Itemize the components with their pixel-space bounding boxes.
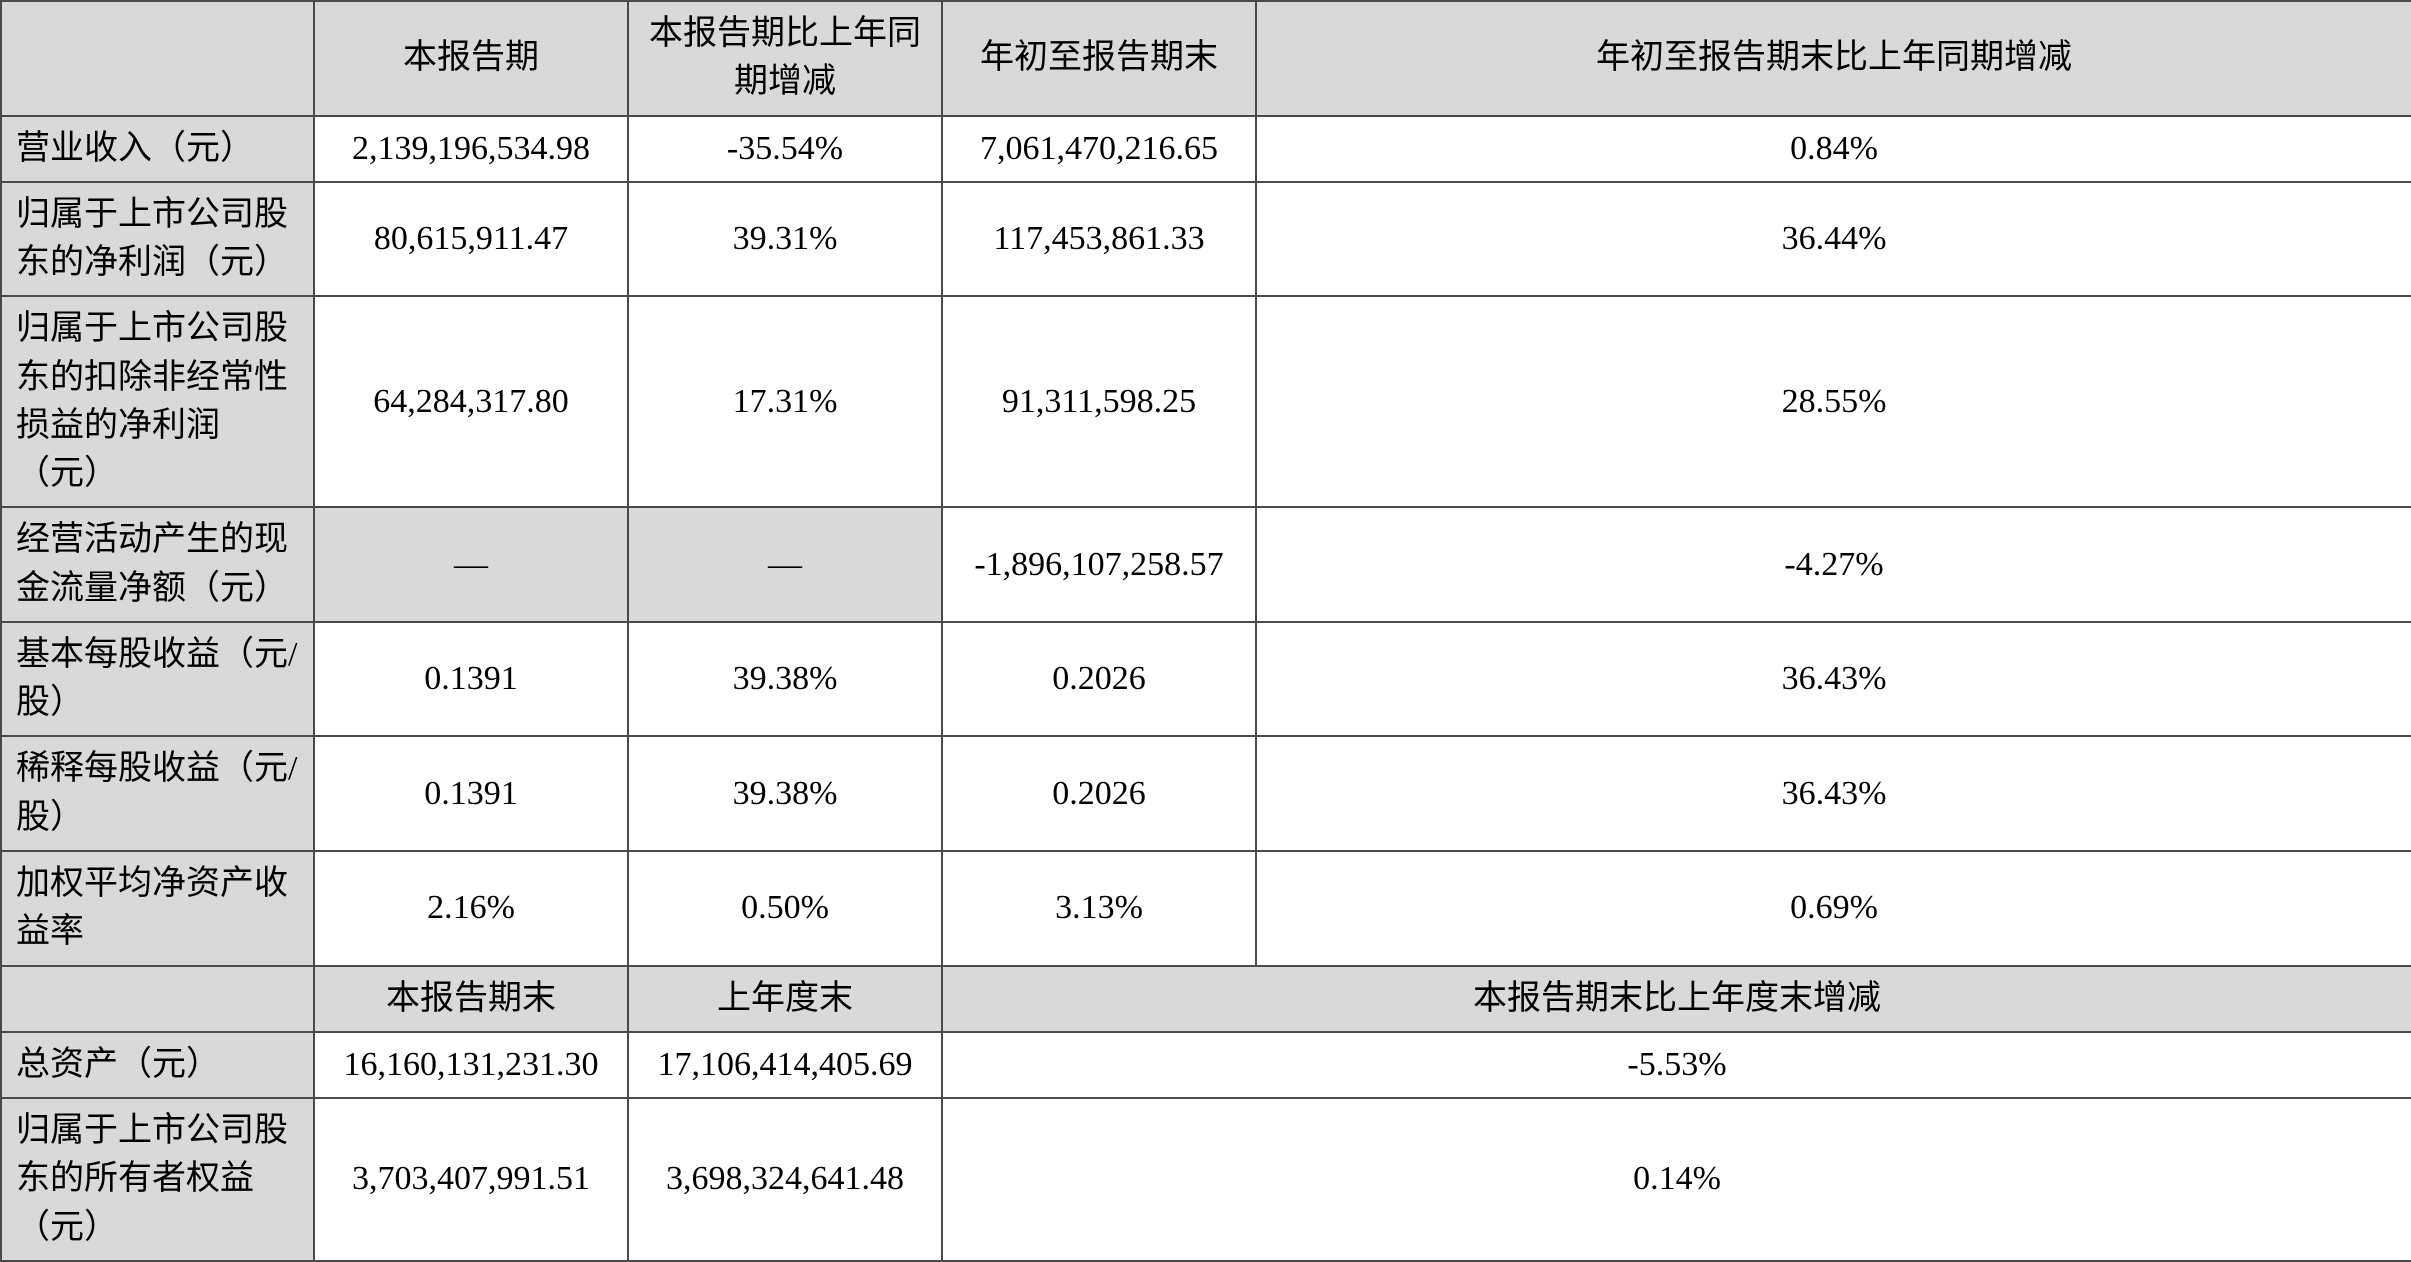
cell-weighted-roe-current-yoy: 0.50%	[627, 849, 943, 967]
table-row: 加权平均净资产收益率 2.16% 0.50% 3.13% 0.69%	[0, 849, 2411, 967]
table-row: 总资产（元） 16,160,131,231.30 17,106,414,405.…	[0, 1030, 2411, 1100]
header-col-current-period-yoy-label: 本报告期比上年同期增减	[649, 15, 921, 101]
header-col-period-end: 本报告期末	[313, 964, 629, 1033]
cell-equity-period-end: 3,703,407,991.51	[313, 1097, 629, 1262]
cell-weighted-roe-ytd-yoy: 0.69%	[1255, 849, 2411, 967]
header-col-prior-year-end-label: 上年度末	[717, 979, 853, 1017]
cell-operating-cash-flow-ytd: -1,896,107,258.57	[941, 506, 1257, 623]
row-label-operating-cash-flow: 经营活动产生的现金流量净额（元）	[0, 506, 315, 623]
cell-operating-cash-flow-ytd-yoy: -4.27%	[1255, 506, 2411, 623]
cell-basic-eps-ytd-yoy: 36.43%	[1255, 620, 2411, 738]
cell-diluted-eps-current-yoy: 39.38%	[627, 735, 943, 852]
cell-total-assets-period-end: 16,160,131,231.30	[313, 1030, 629, 1100]
header-col-ytd: 年初至报告期末	[941, 0, 1257, 117]
table-row: 归属于上市公司股东的扣除非经常性损益的净利润（元） 64,284,317.80 …	[0, 295, 2411, 509]
cell-net-profit-excl-current: 64,284,317.80	[313, 295, 629, 509]
table-header-row-period: 本报告期 本报告期比上年同期增减 年初至报告期末 年初至报告期末比上年同期增减	[0, 0, 2411, 117]
cell-net-profit-excl-ytd: 91,311,598.25	[941, 295, 1257, 509]
cell-basic-eps-current: 0.1391	[313, 620, 629, 738]
cell-total-assets-prior-year-end: 17,106,414,405.69	[627, 1030, 943, 1100]
cell-diluted-eps-current: 0.1391	[313, 735, 629, 852]
row-label-net-profit-excl-nonrecurring: 归属于上市公司股东的扣除非经常性损益的净利润（元）	[0, 295, 315, 509]
table-row: 基本每股收益（元/股） 0.1391 39.38% 0.2026 36.43%	[0, 620, 2411, 738]
row-label-diluted-eps: 稀释每股收益（元/股）	[0, 735, 315, 852]
table-row: 稀释每股收益（元/股） 0.1391 39.38% 0.2026 36.43%	[0, 735, 2411, 852]
header-col-ytd-label: 年初至报告期末	[980, 39, 1218, 77]
row-label-net-profit: 归属于上市公司股东的净利润（元）	[0, 180, 315, 298]
header-col-prior-year-end: 上年度末	[627, 964, 943, 1033]
cell-basic-eps-current-yoy: 39.38%	[627, 620, 943, 738]
header-col-current-period-yoy: 本报告期比上年同期增减	[627, 0, 943, 117]
header-col-period-end-label: 本报告期末	[386, 979, 556, 1017]
table-row: 归属于上市公司股东的所有者权益（元） 3,703,407,991.51 3,69…	[0, 1097, 2411, 1262]
row-label-weighted-roe: 加权平均净资产收益率	[0, 849, 315, 967]
cell-net-profit-ytd: 117,453,861.33	[941, 180, 1257, 298]
cell-total-assets-change: -5.53%	[941, 1030, 2411, 1100]
row-label-revenue: 营业收入（元）	[0, 114, 315, 183]
cell-revenue-ytd: 7,061,470,216.65	[941, 114, 1257, 183]
cell-operating-cash-flow-current: —	[313, 506, 629, 623]
cell-basic-eps-ytd: 0.2026	[941, 620, 1257, 738]
header-corner-cell-2	[0, 964, 315, 1033]
cell-revenue-ytd-yoy: 0.84%	[1255, 114, 2411, 183]
row-label-equity-attributable: 归属于上市公司股东的所有者权益（元）	[0, 1097, 315, 1262]
header-col-period-end-change: 本报告期末比上年度末增减	[941, 964, 2411, 1033]
table-header-row-balance: 本报告期末 上年度末 本报告期末比上年度末增减	[0, 964, 2411, 1033]
cell-revenue-current-yoy: -35.54%	[627, 114, 943, 183]
header-col-ytd-yoy-label: 年初至报告期末比上年同期增减	[1596, 39, 2072, 77]
cell-net-profit-excl-current-yoy: 17.31%	[627, 295, 943, 509]
header-corner-cell	[0, 0, 315, 117]
cell-equity-prior-year-end: 3,698,324,641.48	[627, 1097, 943, 1262]
table-row: 经营活动产生的现金流量净额（元） — — -1,896,107,258.57 -…	[0, 506, 2411, 623]
cell-net-profit-current-yoy: 39.31%	[627, 180, 943, 298]
cell-weighted-roe-ytd: 3.13%	[941, 849, 1257, 967]
table-row: 营业收入（元） 2,139,196,534.98 -35.54% 7,061,4…	[0, 114, 2411, 183]
cell-operating-cash-flow-current-yoy: —	[627, 506, 943, 623]
header-col-period-end-change-label: 本报告期末比上年度末增减	[1473, 979, 1881, 1017]
cell-equity-change: 0.14%	[941, 1097, 2411, 1262]
cell-net-profit-excl-ytd-yoy: 28.55%	[1255, 295, 2411, 509]
cell-weighted-roe-current: 2.16%	[313, 849, 629, 967]
header-col-current-period-label: 本报告期	[403, 39, 539, 77]
cell-revenue-current: 2,139,196,534.98	[313, 114, 629, 183]
cell-net-profit-ytd-yoy: 36.44%	[1255, 180, 2411, 298]
row-label-basic-eps: 基本每股收益（元/股）	[0, 620, 315, 738]
cell-diluted-eps-ytd: 0.2026	[941, 735, 1257, 852]
header-col-ytd-yoy: 年初至报告期末比上年同期增减	[1255, 0, 2411, 117]
table-row: 归属于上市公司股东的净利润（元） 80,615,911.47 39.31% 11…	[0, 180, 2411, 298]
header-col-current-period: 本报告期	[313, 0, 629, 117]
cell-net-profit-current: 80,615,911.47	[313, 180, 629, 298]
cell-diluted-eps-ytd-yoy: 36.43%	[1255, 735, 2411, 852]
row-label-total-assets: 总资产（元）	[0, 1030, 315, 1100]
